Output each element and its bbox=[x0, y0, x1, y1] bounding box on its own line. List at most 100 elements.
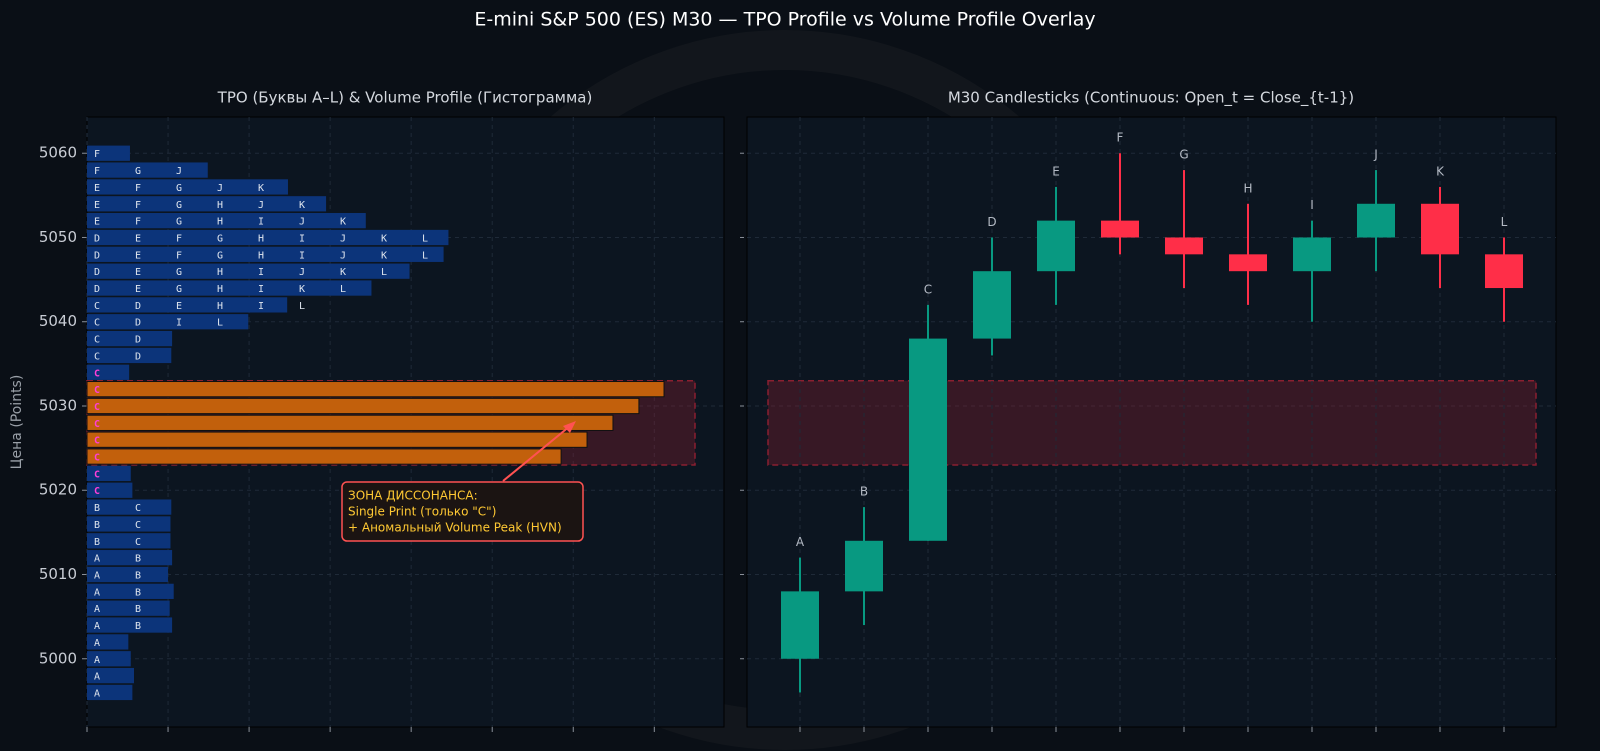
volume-bar bbox=[87, 465, 131, 482]
volume-bar bbox=[87, 364, 130, 380]
tpo-letter: J bbox=[299, 267, 305, 278]
candle-body bbox=[1037, 220, 1075, 272]
tpo-letter: A bbox=[94, 655, 100, 666]
tpo-letter: B bbox=[94, 503, 100, 514]
tpo-letter: G bbox=[217, 233, 223, 244]
volume-bar bbox=[87, 533, 171, 549]
tpo-letter: C bbox=[94, 419, 100, 430]
tpo-letter: B bbox=[135, 554, 141, 565]
tpo-letter: D bbox=[94, 250, 100, 261]
tpo-letter: K bbox=[258, 183, 264, 194]
y-tick-label: 5040 bbox=[39, 312, 77, 330]
y-axis-label: Цена (Points) bbox=[9, 375, 25, 470]
tpo-letter: J bbox=[217, 183, 223, 194]
volume-bar bbox=[87, 347, 172, 364]
tpo-letter: A bbox=[94, 672, 100, 683]
tpo-letter: D bbox=[135, 318, 141, 329]
tpo-letter: G bbox=[176, 284, 182, 295]
tpo-letter: L bbox=[422, 250, 428, 261]
annotation-arrowhead bbox=[563, 421, 576, 433]
candle-label: B bbox=[860, 485, 868, 499]
tpo-letter: E bbox=[135, 250, 141, 261]
volume-bar bbox=[87, 566, 169, 583]
volume-bar bbox=[87, 162, 208, 178]
annotation-text: Single Print (только "C") bbox=[348, 505, 496, 519]
tpo-letter: A bbox=[94, 604, 100, 615]
candle-label: I bbox=[1310, 198, 1314, 212]
tpo-letter: C bbox=[94, 385, 100, 396]
tpo-letter: H bbox=[217, 200, 223, 211]
candle-body bbox=[1229, 254, 1267, 272]
tpo-letter: J bbox=[340, 233, 346, 244]
volume-bar bbox=[87, 667, 135, 684]
candle-label: E bbox=[1052, 164, 1060, 178]
tpo-letter: I bbox=[299, 233, 305, 244]
tpo-letter: I bbox=[258, 301, 264, 312]
tpo-letter: F bbox=[176, 250, 182, 261]
y-tick-label: 5000 bbox=[39, 649, 77, 667]
tpo-letter: J bbox=[176, 166, 182, 177]
candle-body bbox=[1485, 254, 1523, 289]
volume-bar bbox=[87, 246, 444, 262]
tpo-letter: C bbox=[135, 537, 141, 548]
tpo-letter: C bbox=[94, 301, 100, 312]
volume-bar bbox=[87, 330, 173, 347]
tpo-letter: J bbox=[299, 217, 305, 228]
y-tick-label: 5010 bbox=[39, 565, 77, 583]
tpo-letter: D bbox=[135, 335, 141, 346]
tpo-letter: E bbox=[94, 217, 100, 228]
tpo-letter: G bbox=[135, 166, 141, 177]
tpo-letter: F bbox=[135, 183, 141, 194]
volume-bar bbox=[87, 280, 372, 296]
volume-bar bbox=[87, 145, 130, 161]
tpo-letter: B bbox=[135, 587, 141, 598]
candle-label: D bbox=[987, 215, 996, 229]
candle-label: C bbox=[924, 282, 932, 296]
tpo-letter: H bbox=[258, 233, 264, 244]
candle-label: K bbox=[1436, 164, 1445, 178]
volume-bar bbox=[86, 448, 562, 465]
tpo-letter: A bbox=[94, 587, 100, 598]
tpo-letter: G bbox=[217, 250, 223, 261]
tpo-letter: E bbox=[176, 301, 182, 312]
tpo-letter: C bbox=[94, 368, 100, 379]
tpo-letter: I bbox=[176, 318, 182, 329]
tpo-letter: G bbox=[176, 267, 182, 278]
tpo-letter: G bbox=[176, 217, 182, 228]
tpo-letter: L bbox=[381, 267, 387, 278]
volume-bar bbox=[87, 651, 131, 667]
tpo-letter: A bbox=[94, 571, 100, 582]
y-tick-label: 5050 bbox=[39, 228, 77, 246]
right-title: M30 Candlesticks (Continuous: Open_t = C… bbox=[948, 89, 1354, 108]
tpo-letter: I bbox=[258, 284, 264, 295]
tpo-letter: E bbox=[135, 233, 141, 244]
tpo-letter: A bbox=[94, 621, 100, 632]
candle-body bbox=[1293, 237, 1331, 272]
y-tick-label: 5060 bbox=[39, 144, 77, 162]
candle-body bbox=[1357, 203, 1395, 238]
tpo-letter: C bbox=[94, 469, 100, 480]
volume-bar bbox=[87, 550, 173, 566]
candle-label: L bbox=[1501, 215, 1508, 229]
tpo-letter: F bbox=[94, 149, 100, 160]
annotation-arrow bbox=[502, 425, 571, 482]
tpo-letter: F bbox=[176, 233, 182, 244]
tpo-letter: B bbox=[135, 571, 141, 582]
tpo-letter: K bbox=[340, 217, 346, 228]
left-title: TPO (Буквы A–L) & Volume Profile (Гистог… bbox=[217, 89, 593, 107]
candle-body bbox=[909, 338, 947, 541]
tpo-letter: F bbox=[135, 200, 141, 211]
tpo-letter: I bbox=[258, 217, 264, 228]
volume-bar bbox=[87, 196, 327, 212]
volume-bar bbox=[87, 684, 133, 701]
tpo-letter: I bbox=[299, 250, 305, 261]
volume-bar bbox=[86, 431, 588, 448]
main-title: E-mini S&P 500 (ES) M30 — TPO Profile vs… bbox=[474, 9, 1095, 31]
volume-bar bbox=[87, 482, 133, 498]
tpo-letter: D bbox=[94, 267, 100, 278]
tpo-letter: J bbox=[340, 250, 346, 261]
annotation-text: + Аномальный Volume Peak (HVN) bbox=[348, 521, 562, 535]
tpo-letter: E bbox=[135, 267, 141, 278]
volume-bar bbox=[87, 617, 173, 633]
